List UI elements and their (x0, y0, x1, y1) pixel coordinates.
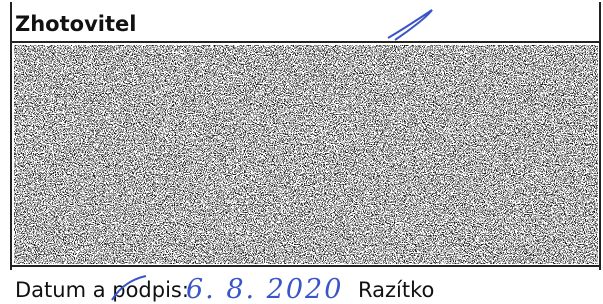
stamp-label: Razítko (358, 278, 434, 302)
document-fragment: Zhotovitel Datum a podpis: 6. 8. 2020 Ra… (0, 0, 603, 304)
handwritten-date: 6. 8. 2020 (186, 274, 343, 304)
redacted-area (14, 45, 598, 264)
page: Zhotovitel Datum a podpis: 6. 8. 2020 Ra… (0, 0, 603, 304)
section-title: Zhotovitel (15, 12, 136, 36)
date-signature-label: Datum a podpis: (15, 278, 189, 302)
